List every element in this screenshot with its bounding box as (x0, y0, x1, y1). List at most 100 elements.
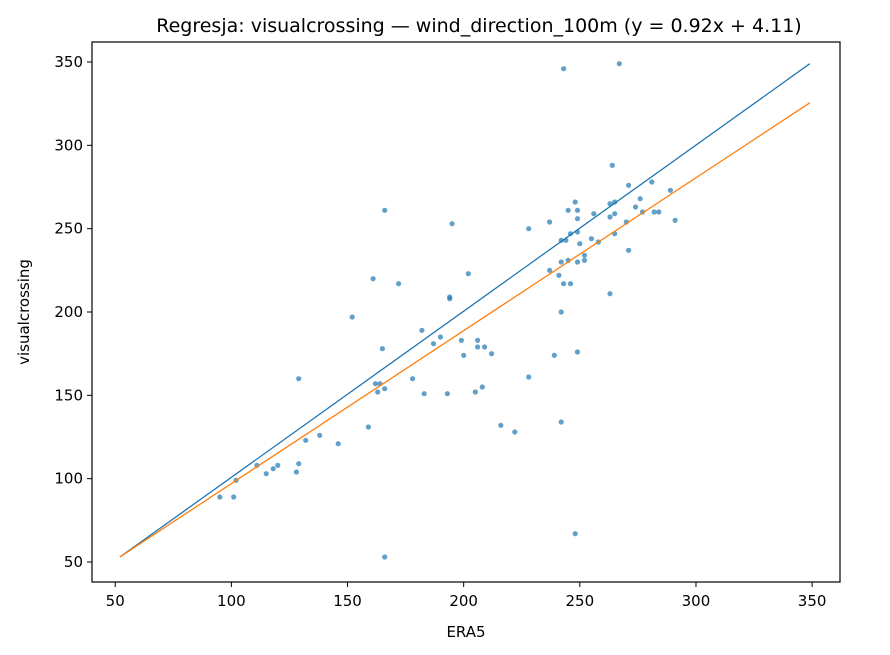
data-point (547, 219, 553, 225)
data-point (607, 214, 613, 220)
y-tick-label: 350 (54, 53, 83, 71)
data-point (475, 337, 481, 343)
data-point (217, 494, 223, 500)
data-point (293, 469, 299, 475)
data-point (465, 271, 471, 277)
y-tick-label: 200 (54, 303, 83, 321)
data-point (574, 259, 581, 265)
data-point (430, 341, 437, 347)
data-point (444, 391, 450, 397)
x-tick-label: 300 (682, 592, 711, 610)
data-point (382, 386, 388, 392)
data-point (616, 61, 622, 67)
data-point (561, 281, 567, 287)
data-point (447, 294, 453, 300)
data-point (574, 349, 581, 355)
data-point (612, 199, 618, 205)
data-point (421, 391, 427, 397)
data-point (612, 211, 618, 217)
data-point (556, 272, 562, 278)
data-point (574, 207, 581, 213)
data-point (263, 471, 269, 477)
data-point (588, 236, 595, 242)
data-point (567, 281, 574, 287)
data-point (296, 461, 302, 467)
data-point (526, 226, 532, 232)
data-point (382, 554, 388, 560)
data-point (637, 196, 643, 202)
data-point (626, 182, 632, 188)
y-tick-label: 150 (54, 386, 83, 404)
data-point (547, 267, 553, 273)
data-point (591, 211, 597, 217)
data-point (231, 494, 237, 500)
data-point (581, 257, 588, 263)
data-point (626, 247, 632, 253)
data-point (396, 281, 402, 287)
data-point (498, 422, 504, 428)
data-point (482, 344, 488, 350)
data-point (577, 241, 583, 247)
data-point (370, 276, 376, 282)
regression-lines (119, 63, 811, 558)
data-point (270, 466, 276, 472)
data-point (317, 432, 323, 438)
data-point (649, 179, 655, 185)
data-point (565, 207, 571, 213)
data-point (372, 381, 378, 387)
data-point (581, 252, 588, 258)
x-tick-label: 50 (106, 592, 125, 610)
data-point (561, 66, 567, 72)
data-point (472, 389, 478, 395)
x-tick-label: 350 (798, 592, 827, 610)
data-point (479, 384, 485, 390)
data-point (667, 187, 674, 193)
data-point (296, 376, 302, 382)
data-point (656, 209, 662, 215)
y-tick-label: 100 (54, 470, 83, 488)
data-point (410, 376, 416, 382)
data-point (458, 337, 464, 343)
data-point (275, 462, 281, 468)
x-tick-label: 100 (217, 592, 246, 610)
data-point (382, 207, 388, 213)
data-point (335, 441, 341, 447)
y-axis-label: visualcrossing (15, 259, 33, 365)
data-point (489, 351, 495, 357)
y-axis-ticks: 50 100 150 200 250 300 350 (54, 53, 92, 571)
y-tick-label: 300 (54, 136, 83, 154)
scatter-points (217, 61, 678, 560)
data-point (607, 291, 613, 297)
data-point (572, 531, 578, 537)
data-point (437, 334, 443, 340)
chart-title: Regresja: visualcrossing — wind_directio… (156, 15, 801, 37)
data-point (303, 437, 309, 443)
data-point (365, 424, 371, 430)
data-point (551, 352, 557, 358)
x-axis-label: ERA5 (446, 623, 485, 641)
data-point (558, 419, 564, 425)
data-point (379, 346, 385, 352)
x-tick-label: 250 (566, 592, 595, 610)
data-point (558, 259, 564, 265)
data-point (574, 216, 581, 222)
identity-line (119, 63, 811, 558)
data-point (475, 344, 481, 350)
data-point (672, 217, 678, 223)
data-point (633, 204, 639, 210)
data-point (449, 221, 455, 227)
data-point (461, 352, 467, 358)
x-axis-ticks: 50 100 150 200 250 300 350 (106, 582, 827, 610)
data-point (526, 374, 532, 380)
x-tick-label: 150 (333, 592, 362, 610)
data-point (419, 327, 425, 333)
data-point (375, 389, 381, 395)
data-point (609, 162, 615, 168)
data-point (572, 199, 578, 205)
data-point (558, 309, 564, 315)
y-tick-label: 50 (64, 553, 83, 571)
regression-line (119, 102, 811, 558)
x-tick-label: 200 (449, 592, 478, 610)
data-point (651, 209, 657, 215)
